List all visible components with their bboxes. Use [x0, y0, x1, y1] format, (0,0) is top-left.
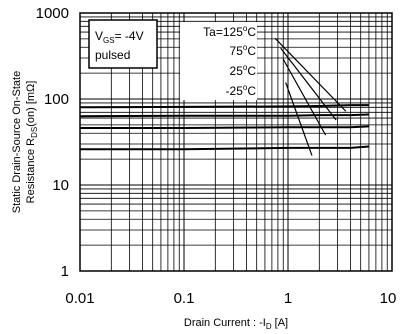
series-line-3	[80, 145, 369, 151]
series-label-75c: 75oC	[230, 43, 257, 58]
series-line-0	[79, 104, 369, 109]
x-tick-0.1: 0.1	[174, 290, 195, 307]
condition-line-1: VGS= -4V	[95, 29, 144, 45]
series-label-25c: 25oC	[230, 63, 257, 78]
y-tick-100: 100	[44, 91, 69, 108]
limit-line-1	[280, 47, 337, 121]
series-label-125c: Ta=125oC	[203, 24, 256, 39]
x-tick-0.01: 0.01	[65, 290, 94, 307]
x-tick-1: 1	[284, 290, 292, 307]
series-label-background	[180, 22, 257, 100]
series-line-1	[79, 113, 369, 118]
y-axis-label: Static Drain-Source On-State Resistance …	[11, 71, 39, 213]
plot-frame	[79, 12, 393, 272]
x-tick-labels: 0.01 0.1 1 10	[65, 290, 396, 307]
condition-box: VGS= -4V pulsed	[88, 19, 158, 69]
limit-line-0	[274, 37, 347, 112]
series-labels: Ta=125oC 75oC 25oC -25oC	[180, 22, 257, 100]
x-axis-label: Drain Current : -ID [A]	[184, 317, 288, 331]
limit-line-3	[285, 82, 313, 156]
series-label-minus25c: -25oC	[226, 83, 257, 98]
y-tick-1000: 1000	[36, 5, 69, 22]
y-axis-label-line-1: Static Drain-Source On-State	[11, 71, 23, 213]
y-tick-10: 10	[52, 177, 69, 194]
limit-lines	[274, 37, 347, 156]
x-tick-10: 10	[380, 290, 397, 307]
condition-line-2: pulsed	[95, 48, 130, 62]
y-axis-label-line-2: Resistance RDS(on) [mΩ]	[25, 81, 39, 204]
series-lines	[79, 104, 369, 151]
series-line-2	[80, 125, 369, 129]
limit-line-2	[282, 58, 327, 136]
condition-box-frame	[88, 19, 158, 69]
y-tick-1: 1	[61, 263, 69, 280]
y-tick-labels: 1 10 100 1000	[36, 5, 69, 280]
